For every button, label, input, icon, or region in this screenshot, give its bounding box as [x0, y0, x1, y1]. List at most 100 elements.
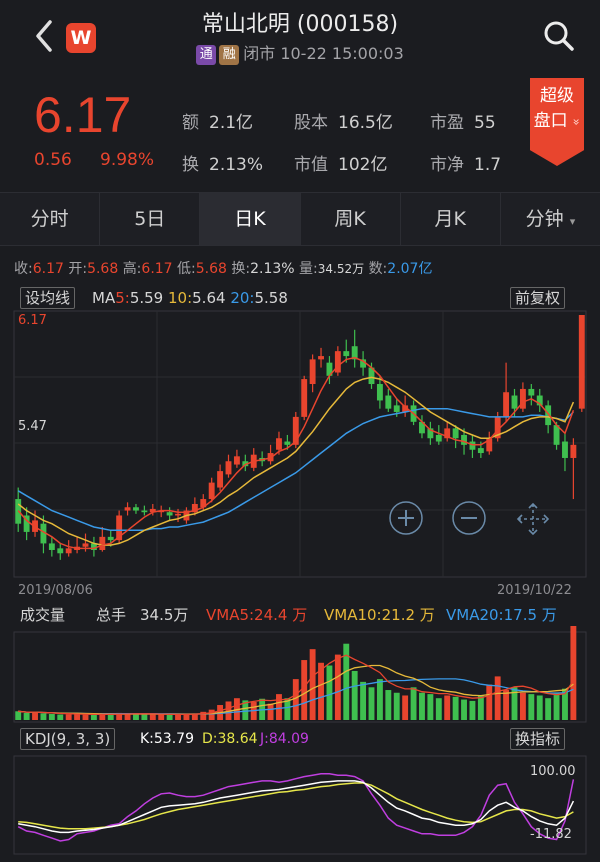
x-axis-start-date: 2019/08/06 — [18, 583, 93, 598]
candle-body — [225, 461, 232, 475]
volume-bar — [334, 654, 341, 720]
tab-weekly-k[interactable]: 周K — [301, 193, 401, 245]
volume-bar — [360, 681, 367, 720]
tab-5day[interactable]: 5日 — [100, 193, 201, 245]
volume-bar — [82, 714, 89, 720]
candle-body — [334, 351, 341, 373]
volume-bar — [452, 696, 459, 720]
ma20-line — [17, 407, 574, 532]
switch-indicator-button[interactable]: 换指标 — [510, 728, 566, 750]
candle-body — [461, 434, 467, 445]
candle-body — [292, 416, 299, 445]
candle-body — [65, 548, 72, 554]
volume-bar — [351, 670, 358, 720]
adjust-mode-button[interactable]: 前复权 — [510, 287, 566, 309]
tong-badge: 通 — [196, 45, 217, 65]
candle-body — [368, 367, 375, 385]
app-logo-icon[interactable]: W — [66, 23, 96, 53]
volume-bar — [149, 714, 156, 720]
candle-body — [545, 405, 552, 426]
candle-body — [57, 548, 64, 554]
candle-body — [116, 515, 123, 541]
tab-monthly-k[interactable]: 月K — [401, 193, 501, 245]
volume-bar — [99, 714, 106, 720]
volume-bar — [175, 714, 181, 720]
candle-body — [200, 499, 207, 508]
candle-body — [133, 507, 139, 511]
tab-minute[interactable]: 分钟 ▾ — [525, 208, 576, 230]
y-axis-high-label: 6.17 — [18, 313, 47, 328]
candle-body — [503, 392, 510, 417]
volume-bar — [225, 701, 232, 720]
candle-body — [570, 444, 577, 458]
volume-bar — [435, 698, 442, 720]
volume-bar — [57, 714, 64, 720]
volume-bar — [242, 700, 249, 720]
rong-badge: 融 — [219, 45, 240, 65]
volume-bar — [461, 699, 467, 720]
candle-body — [175, 513, 181, 516]
candle-body — [124, 507, 131, 511]
volume-total-label: 总手 — [96, 606, 127, 624]
volume-bar — [494, 676, 501, 720]
volume-bar — [15, 711, 22, 720]
search-icon[interactable] — [543, 20, 575, 52]
candle-body — [452, 428, 459, 439]
volume-label: 成交量 — [20, 606, 66, 624]
candle-body — [191, 503, 198, 513]
kdj-y-bottom-label: -11.82 — [530, 827, 572, 842]
volume-bar — [528, 694, 535, 720]
candle-body — [233, 456, 240, 465]
ohlc-info-line: 收:6.17 开:5.68 高:6.17 低:5.68 换:2.13% 量:34… — [14, 261, 433, 277]
market-cap: 市值 102亿 — [294, 155, 388, 175]
volume-bar — [477, 695, 484, 720]
volume-bar — [74, 713, 81, 720]
candle-body — [578, 315, 585, 409]
candle-body — [309, 359, 316, 385]
zoom-out-icon[interactable] — [451, 500, 487, 536]
volume-bar — [385, 690, 392, 720]
volume-bar — [40, 713, 47, 720]
candle-body — [360, 359, 367, 368]
candle-body — [444, 428, 451, 439]
candle-body — [82, 543, 89, 547]
back-arrow-icon[interactable] — [30, 18, 60, 54]
pb-ratio: 市净 1.7 — [430, 155, 502, 175]
set-ma-button[interactable]: 设均线 — [20, 287, 76, 309]
volume-bar — [536, 695, 543, 720]
price-change-pct: 9.98% — [100, 150, 155, 170]
volume-bar — [183, 714, 190, 720]
candle-body — [99, 536, 106, 550]
quote-panel: 6.17 0.56 9.98% 额 2.1亿 股本 16.5亿 市盈 55 换 2.13… — [0, 72, 600, 186]
volume-bar — [48, 714, 55, 720]
super-orderbook-button[interactable]: 超级 盘口 » — [530, 78, 584, 166]
zoom-in-icon[interactable] — [388, 500, 424, 536]
top-bar: W 常山北明 (000158) 通融闭市 10-22 15:00:03 — [0, 0, 600, 72]
volume-bar — [376, 679, 383, 720]
candle-body — [141, 510, 148, 513]
candle-body — [511, 395, 518, 409]
dropdown-caret-icon: ▾ — [569, 215, 576, 228]
volume-bar — [107, 714, 114, 720]
volume-bar — [158, 714, 165, 720]
chevron-down-icon: » — [569, 118, 584, 126]
tab-intraday[interactable]: 分时 — [0, 193, 101, 245]
candle-body — [276, 438, 282, 450]
volume-bar — [301, 660, 308, 720]
candle-body — [166, 512, 173, 516]
kline-chart-svg[interactable] — [0, 280, 600, 862]
tab-daily-k[interactable]: 日K — [200, 193, 301, 245]
candle-body — [318, 356, 324, 360]
volume-bar — [208, 709, 215, 720]
volume-bar — [116, 712, 123, 720]
candle-body — [107, 536, 114, 541]
candle-body — [284, 441, 291, 445]
vma5-line — [18, 654, 574, 716]
volume-bar — [292, 679, 299, 720]
kdj-indicator-label[interactable]: KDJ(9, 3, 3) — [20, 728, 116, 750]
candle-body — [486, 438, 493, 452]
fullscreen-icon[interactable] — [514, 500, 552, 538]
candle-body — [208, 482, 215, 500]
turnover-amount: 额 2.1亿 — [182, 113, 254, 133]
volume-bar — [343, 643, 350, 720]
